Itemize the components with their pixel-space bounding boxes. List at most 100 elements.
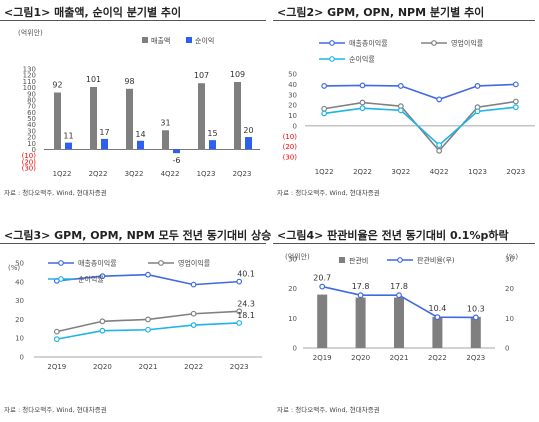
chart-2-plot: 50 40 30 20 10 0 (10) (20) (30) 1Q22 2Q22 3Q22 4Q22 1… xyxy=(283,39,535,176)
x-tick-label: 4Q22 xyxy=(430,168,449,176)
chart-1-ytick: 120 xyxy=(23,72,36,80)
chart-1-ytick: 130 xyxy=(23,66,36,74)
chart-1-ytick: (20) xyxy=(22,158,37,166)
chart-3-ytick: 30 xyxy=(15,297,24,305)
panel-3: <그림3> GPM, OPM, NPM 모두 전년 동기대비 상승 (%) 50 4… xyxy=(0,227,271,422)
x-tick-label: 2Q21 xyxy=(390,354,409,362)
bar-sga xyxy=(317,294,328,348)
bar-net-income xyxy=(209,140,216,150)
chart-1-plot: (억위안)1301201101009080706050403020100(10)… xyxy=(18,28,260,178)
chart-2-ytick: (20) xyxy=(283,143,298,151)
opm-legend-marker xyxy=(431,40,437,46)
npm-point xyxy=(321,110,328,117)
x-tick-label: 2Q19 xyxy=(313,354,332,362)
chart-2-title: <그림2> GPM, OPN, NPM 분기별 추이 xyxy=(277,6,485,19)
chart-1-source: 자료 : 청다오맥주, Wind, 현대차증권 xyxy=(4,189,107,197)
bar-net-income xyxy=(173,149,180,154)
sga-ratio-point xyxy=(434,314,441,321)
chart-1-ytick: (30) xyxy=(22,165,37,173)
bar-net-income xyxy=(245,137,252,150)
chart-4-source: 자료 : 청다오맥주, Wind, 현대차증권 xyxy=(277,406,380,414)
bar-net-income xyxy=(137,140,144,150)
legend-sga-swatch xyxy=(339,257,345,263)
chart-2-source: 자료 : 청다오맥주, Wind, 현대차증권 xyxy=(277,189,380,197)
chart-2-ytick: (10) xyxy=(283,133,298,141)
gpm-point xyxy=(145,271,151,278)
bar-net-income-label: 14 xyxy=(135,130,145,139)
data-label: 24.3 xyxy=(237,299,255,308)
npm-point xyxy=(190,322,197,328)
opm-point xyxy=(321,105,328,112)
chart-4-title: <그림4> 판관비율은 전년 동기대비 0.1%p하락 xyxy=(277,229,509,242)
chart-2-ytick: 20 xyxy=(288,102,297,110)
chart-1-ytick: 60 xyxy=(27,109,36,117)
sga-ratio-label: 10.4 xyxy=(428,304,446,313)
chart-1-ytick: 0 xyxy=(32,146,36,154)
opm-legend-marker xyxy=(158,260,164,266)
opm-point xyxy=(53,328,60,335)
sga-ratio-legend-label: 판관비율(우) xyxy=(417,256,455,265)
opm-legend-label: 영업이익률 xyxy=(451,39,484,48)
chart-3-ytick: 0 xyxy=(20,354,24,362)
bar-net-income-label: -6 xyxy=(173,156,181,165)
npm-point xyxy=(145,326,151,333)
panel-4: <그림4> 판관비율은 전년 동기대비 0.1%p하락 (억위안) (%) 30 20… xyxy=(273,227,539,422)
chart-4-right-ytick: 10 xyxy=(505,315,514,323)
gpm-point xyxy=(359,82,366,89)
chart-3-plot: (%)50 40 30 20 10 0 40.1 24.3 18.1 2Q19 2Q20 2Q21 2Q… xyxy=(8,259,262,371)
x-tick-label: 2Q21 xyxy=(139,363,158,371)
npm-legend-marker xyxy=(329,56,335,62)
legend-net-income-swatch xyxy=(186,37,192,43)
bar-net-income-label: 20 xyxy=(243,126,253,135)
panel-2: <그림2> GPM, OPN, NPM 분기별 추이 50 40 30 20 10 0 (1… xyxy=(273,4,539,204)
unit-label-right: (%) xyxy=(506,253,518,261)
bar-sales xyxy=(162,130,169,150)
chart-1-ytick: 90 xyxy=(27,90,36,98)
sga-ratio-legend-marker xyxy=(397,257,403,263)
chart-4-left-ytick: 30 xyxy=(288,256,297,264)
sga-ratio-point xyxy=(319,283,326,290)
x-tick-label: 3Q22 xyxy=(125,170,144,178)
x-tick-label: 1Q22 xyxy=(53,170,72,178)
npm-line xyxy=(324,106,516,147)
npm-legend-marker xyxy=(58,276,64,282)
npm-point xyxy=(436,142,443,148)
chart-3-ytick: 20 xyxy=(15,316,24,324)
bar-sga xyxy=(355,297,366,348)
chart-1-ytick: 20 xyxy=(27,134,36,142)
x-tick-label: 3Q22 xyxy=(391,168,410,176)
bar-sales xyxy=(234,81,241,150)
x-tick-label: 2Q22 xyxy=(89,170,108,178)
chart-4-right-ytick: 30 xyxy=(505,256,514,264)
x-tick-label: 1Q23 xyxy=(197,170,216,178)
legend-sga-label: 판관비 xyxy=(349,256,368,265)
gpm-point xyxy=(512,81,519,88)
opm-point xyxy=(99,318,106,325)
bar-net-income xyxy=(101,138,108,150)
gpm-point xyxy=(436,96,443,103)
bar-net-income-label: 17 xyxy=(99,128,109,137)
chart-2-title-rule xyxy=(273,20,535,21)
unit-label: (%) xyxy=(8,264,20,272)
npm-point xyxy=(474,108,481,115)
x-tick-label: 4Q22 xyxy=(161,170,180,178)
bar-sales-label: 101 xyxy=(86,75,101,84)
bar-sales xyxy=(90,86,97,150)
chart-1-ytick: 30 xyxy=(27,127,36,135)
chart-2-ytick: 50 xyxy=(288,71,297,79)
gpm-legend-marker xyxy=(329,40,335,46)
x-tick-label: 2Q20 xyxy=(351,354,370,362)
opm-legend-label: 영업이익률 xyxy=(178,259,211,268)
chart-1-title-rule xyxy=(0,20,266,21)
gpm-line xyxy=(324,83,516,101)
bar-sales-label: 98 xyxy=(124,77,134,86)
chart-4-title-rule xyxy=(273,243,535,244)
bar-sga xyxy=(470,316,481,348)
unit-label: (억위안) xyxy=(18,28,43,37)
x-tick-label: 2Q19 xyxy=(47,363,66,371)
opm-point xyxy=(236,308,243,315)
x-tick-label: 2Q22 xyxy=(184,363,203,371)
bar-net-income-label: 11 xyxy=(63,132,73,141)
gpm-point xyxy=(321,83,328,89)
